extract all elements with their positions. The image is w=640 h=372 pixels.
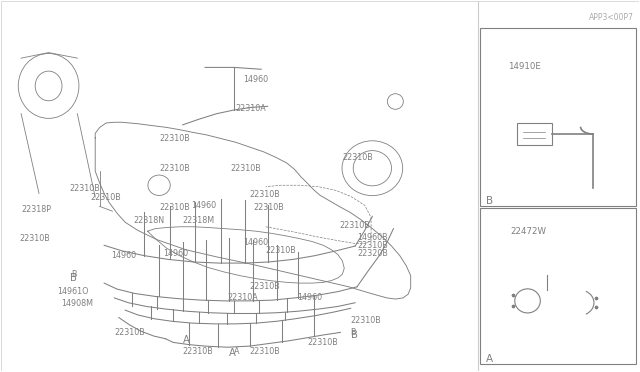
Text: 22318N: 22318N xyxy=(134,217,164,225)
Text: 22310B: 22310B xyxy=(351,317,381,326)
Text: B: B xyxy=(351,330,358,340)
Text: 22310B: 22310B xyxy=(307,338,338,347)
Text: 14960: 14960 xyxy=(243,238,269,247)
Text: 22310B: 22310B xyxy=(357,241,388,250)
Bar xyxy=(479,208,636,364)
Text: 22310B: 22310B xyxy=(115,328,145,337)
Text: 14961O: 14961O xyxy=(57,287,88,296)
Text: 22310B: 22310B xyxy=(20,234,51,243)
Text: 22310B: 22310B xyxy=(253,203,284,212)
Text: 22318P: 22318P xyxy=(22,205,52,214)
Text: 14960: 14960 xyxy=(191,201,216,210)
Bar xyxy=(516,123,552,145)
Text: 22310B: 22310B xyxy=(266,246,296,255)
Text: A: A xyxy=(229,348,236,358)
Text: 22310A: 22310A xyxy=(227,294,258,302)
Text: 22310B: 22310B xyxy=(90,193,121,202)
Text: 22310A: 22310A xyxy=(236,105,266,113)
Text: 22310B: 22310B xyxy=(250,347,280,356)
Text: B: B xyxy=(486,196,493,206)
Text: 22472W: 22472W xyxy=(510,227,547,236)
Text: B: B xyxy=(71,270,76,279)
Text: 14960: 14960 xyxy=(243,75,269,84)
Text: 14960B: 14960B xyxy=(357,233,388,242)
Text: A: A xyxy=(182,335,189,345)
Text: A: A xyxy=(234,347,239,356)
Text: B: B xyxy=(70,273,77,283)
Text: 22310B: 22310B xyxy=(159,134,190,143)
Text: 14960: 14960 xyxy=(111,251,136,260)
Text: B: B xyxy=(351,328,356,337)
Text: APP3<00P7: APP3<00P7 xyxy=(589,13,634,22)
Bar xyxy=(479,29,636,206)
Text: 14910E: 14910E xyxy=(508,62,541,71)
Text: 22310B: 22310B xyxy=(342,153,373,162)
Text: A: A xyxy=(486,353,493,363)
Text: 14960: 14960 xyxy=(298,294,323,302)
Text: 22310B: 22310B xyxy=(159,164,190,173)
Text: 22310B: 22310B xyxy=(250,190,280,199)
Text: 22310B: 22310B xyxy=(182,347,214,356)
Text: 22310B: 22310B xyxy=(250,282,280,291)
Text: 22310B: 22310B xyxy=(339,221,370,230)
Text: 22320B: 22320B xyxy=(357,249,388,258)
Text: 22310B: 22310B xyxy=(230,164,261,173)
Text: 22318M: 22318M xyxy=(182,217,215,225)
Text: 22310B: 22310B xyxy=(159,203,190,212)
Text: 14908M: 14908M xyxy=(61,299,93,308)
Text: 22310B: 22310B xyxy=(70,184,100,193)
Text: 14960: 14960 xyxy=(164,249,189,258)
